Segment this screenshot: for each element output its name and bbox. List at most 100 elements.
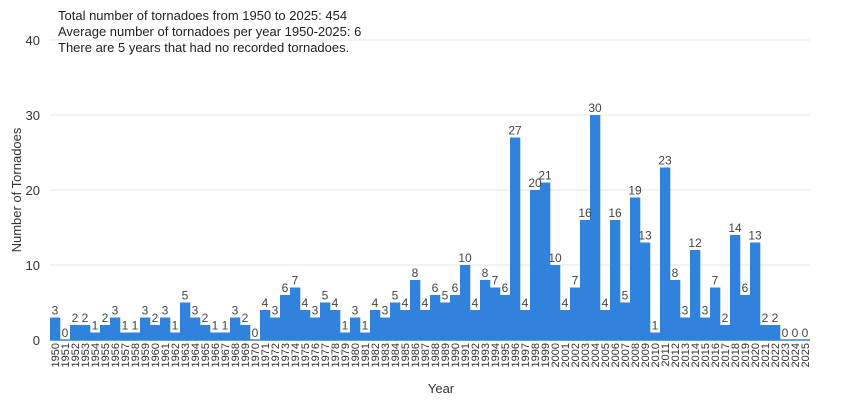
data-label: 19 — [628, 184, 642, 198]
x-tick-label: 2007 — [620, 343, 632, 367]
x-tick-label: 2012 — [670, 343, 682, 367]
data-label: 4 — [332, 296, 339, 310]
data-label: 7 — [292, 274, 299, 288]
data-label: 1 — [222, 319, 229, 333]
x-tick-label: 1997 — [520, 343, 532, 367]
x-tick-label: 2017 — [720, 343, 732, 367]
bar — [500, 295, 511, 340]
data-label: 8 — [412, 266, 419, 280]
bar — [730, 235, 741, 340]
bar — [660, 167, 671, 340]
data-label: 1 — [132, 319, 139, 333]
x-tick-label: 1977 — [320, 343, 332, 367]
bar — [80, 325, 91, 340]
data-label: 3 — [232, 304, 239, 318]
data-label: 7 — [712, 274, 719, 288]
data-label: 1 — [172, 319, 179, 333]
bar — [590, 115, 601, 340]
bar — [540, 182, 551, 340]
x-tick-label: 1968 — [230, 343, 242, 367]
data-label: 23 — [658, 154, 672, 168]
bar — [530, 190, 541, 340]
data-label: 30 — [588, 101, 602, 115]
x-tick-label: 1961 — [160, 343, 172, 367]
data-label: 4 — [522, 296, 529, 310]
bar — [680, 317, 691, 340]
bar — [320, 302, 331, 340]
x-tick-label: 1984 — [390, 343, 402, 367]
data-label: 4 — [372, 296, 379, 310]
bar — [470, 310, 481, 340]
bar — [70, 325, 81, 340]
data-label: 3 — [682, 304, 689, 318]
x-tick-label: 1982 — [370, 343, 382, 367]
bar — [480, 280, 491, 340]
x-tick-label: 2003 — [580, 343, 592, 367]
bar — [550, 265, 561, 340]
bar — [690, 250, 701, 340]
bar — [100, 325, 111, 340]
bar — [240, 325, 251, 340]
bar — [110, 317, 121, 340]
x-tick-label: 1978 — [330, 343, 342, 367]
x-tick-label: 2023 — [780, 343, 792, 367]
x-tick-label: 2016 — [710, 343, 722, 367]
bar — [130, 332, 141, 340]
x-tick-label: 2020 — [750, 343, 762, 367]
x-tick-label: 1991 — [460, 343, 472, 367]
x-tick-label: 1971 — [260, 343, 272, 367]
bar — [90, 332, 101, 340]
data-label: 4 — [562, 296, 569, 310]
x-tick-label: 1975 — [300, 343, 312, 367]
x-tick-label: 1973 — [280, 343, 292, 367]
data-label: 13 — [638, 229, 652, 243]
data-label: 1 — [342, 319, 349, 333]
x-tick-label: 2013 — [680, 343, 692, 367]
bar — [290, 287, 301, 340]
x-tick-label: 2022 — [770, 343, 782, 367]
x-tick-label: 2009 — [640, 343, 652, 367]
data-label: 0 — [62, 326, 69, 340]
bar — [770, 325, 781, 340]
data-label: 5 — [182, 289, 189, 303]
data-label: 2 — [152, 311, 159, 325]
y-axis-ticks: 0 10 20 30 40 — [26, 33, 40, 348]
data-label: 5 — [442, 289, 449, 303]
bar — [700, 317, 711, 340]
x-tick-label: 2002 — [570, 343, 582, 367]
bar — [170, 332, 181, 340]
data-label: 3 — [352, 304, 359, 318]
bar — [630, 197, 641, 340]
x-tick-label: 2018 — [730, 343, 742, 367]
x-tick-label: 1950 — [50, 343, 62, 367]
x-tick-label: 1964 — [190, 343, 202, 367]
bar — [600, 310, 611, 340]
bar — [310, 317, 321, 340]
y-tick-label: 20 — [26, 183, 40, 198]
data-label: 0 — [782, 326, 789, 340]
x-tick-label: 1970 — [250, 343, 262, 367]
bar — [260, 310, 271, 340]
data-label: 13 — [748, 229, 762, 243]
bars — [50, 115, 781, 340]
x-tick-label: 1956 — [110, 343, 122, 367]
data-label: 6 — [742, 281, 749, 295]
y-tick-label: 30 — [26, 108, 40, 123]
x-tick-label: 1980 — [350, 343, 362, 367]
data-label: 0 — [802, 326, 809, 340]
bar — [670, 280, 681, 340]
bar — [390, 302, 401, 340]
bar — [410, 280, 421, 340]
bar — [650, 332, 661, 340]
y-tick-label: 10 — [26, 258, 40, 273]
x-tick-label: 1996 — [510, 343, 522, 367]
bar — [140, 317, 151, 340]
x-tick-label: 1958 — [130, 343, 142, 367]
data-label: 1 — [652, 319, 659, 333]
data-label: 14 — [728, 221, 742, 235]
bar — [180, 302, 191, 340]
x-tick-label: 1999 — [540, 343, 552, 367]
x-tick-label: 1976 — [310, 343, 322, 367]
data-label: 1 — [212, 319, 219, 333]
